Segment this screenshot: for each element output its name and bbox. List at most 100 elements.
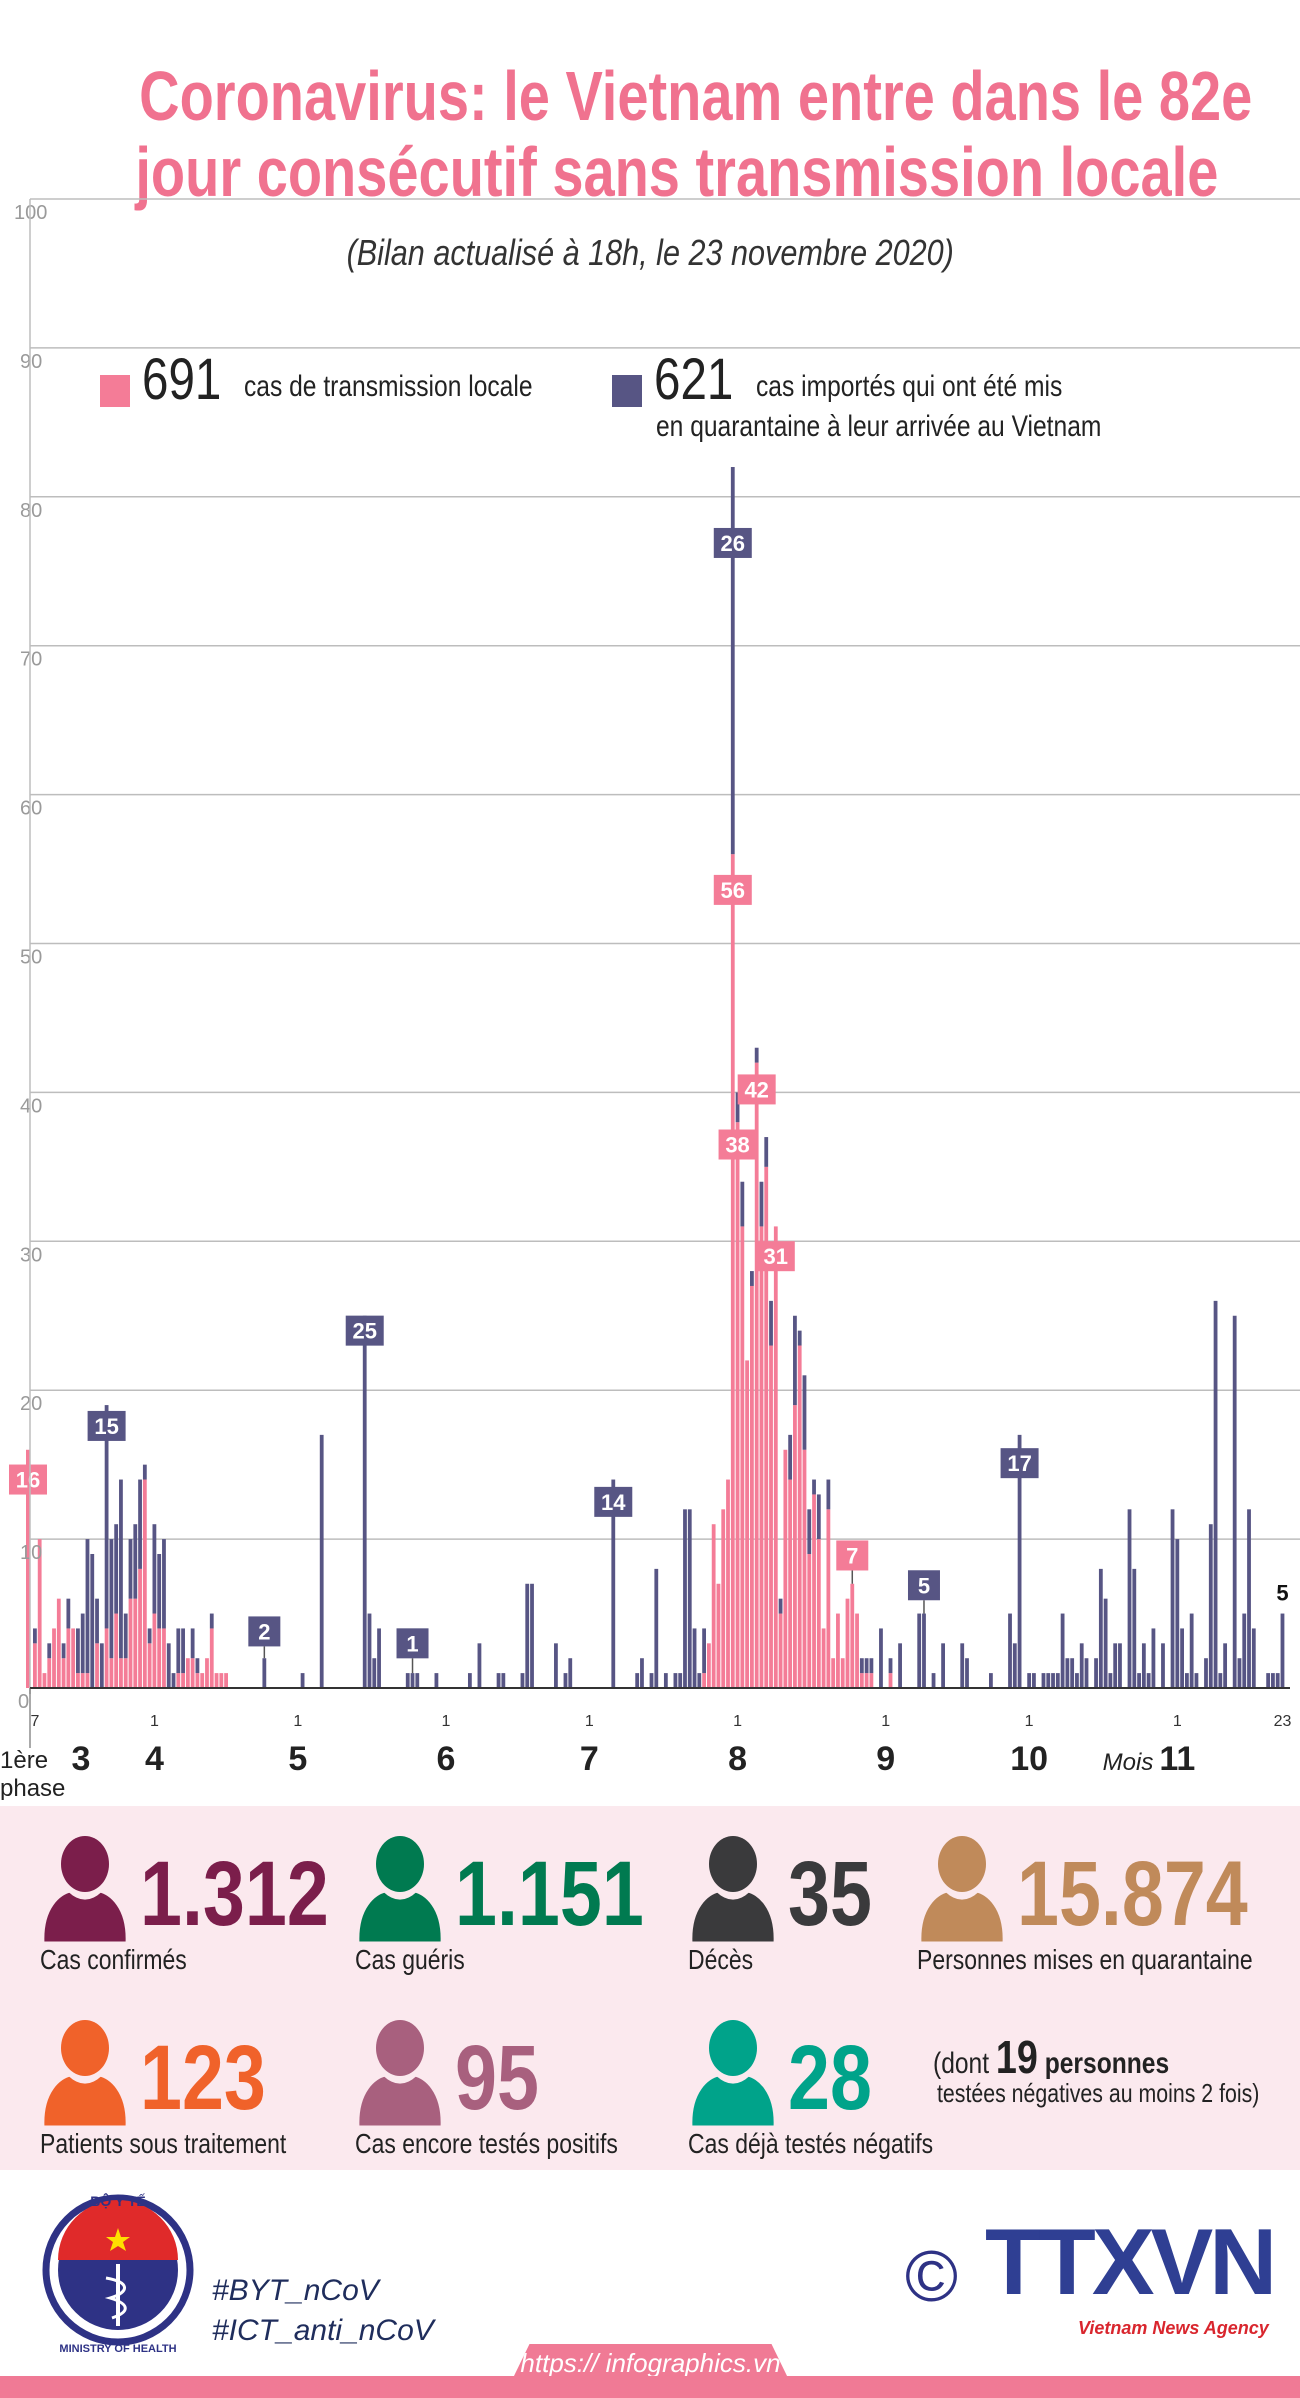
stat-label: Cas guéris — [355, 1944, 465, 1975]
bar-imported — [1113, 1643, 1118, 1688]
bar-local — [735, 1122, 740, 1688]
bar-local — [826, 1509, 831, 1688]
title-line-2: jour consécutif sans transmission locale — [135, 133, 1219, 211]
legend-imported-count: 621 — [654, 347, 734, 412]
bar-imported — [663, 1673, 668, 1688]
bar-imported — [793, 1315, 797, 1406]
bar-imported — [525, 1583, 530, 1688]
stat-value: 28 — [788, 2027, 872, 2129]
bar-imported — [1170, 1509, 1175, 1688]
bar-local — [706, 1643, 711, 1688]
bar-local — [61, 1658, 66, 1688]
bar-local — [869, 1673, 874, 1688]
bar-imported — [735, 1092, 740, 1123]
bar-local — [123, 1658, 128, 1688]
bar-imported — [372, 1658, 377, 1688]
bar-imported — [1065, 1658, 1070, 1688]
stat-value: 1.312 — [140, 1843, 329, 1945]
bar-imported — [377, 1628, 381, 1688]
bar-imported — [138, 1479, 142, 1569]
bar-imported — [807, 1509, 812, 1554]
bar-imported — [1247, 1509, 1251, 1688]
bar-imported — [764, 1137, 769, 1167]
month-label: 8 — [728, 1740, 747, 1778]
bar-imported — [673, 1673, 678, 1688]
bar-imported — [190, 1628, 195, 1659]
bar-local — [142, 1479, 147, 1688]
bar-local — [52, 1628, 56, 1688]
bar-imported — [66, 1598, 71, 1629]
bar-imported — [788, 1434, 793, 1480]
bar-imported — [119, 1479, 123, 1659]
bar-imported — [195, 1658, 200, 1674]
data-label-box — [756, 1241, 795, 1272]
bar-imported — [209, 1613, 214, 1629]
ttxvn-logo: TTXVN — [985, 2209, 1277, 2314]
legend-imported-swatch — [612, 375, 642, 407]
bar-imported — [300, 1673, 305, 1688]
hashtag-ict[interactable]: #ICT_anti_nCoV — [212, 2314, 434, 2347]
bar-local — [219, 1673, 224, 1688]
bar-imported — [802, 1375, 807, 1450]
month-prefix: Mois — [1103, 1749, 1154, 1776]
data-label: 1 — [406, 1631, 418, 1656]
bar-imported — [816, 1494, 821, 1540]
bar-imported — [61, 1643, 66, 1659]
ministry-of-health-logo: BỘ Y TẾ MINISTRY OF HEALTH — [42, 2192, 194, 2355]
website-link[interactable]: https:// infographics.vn — [513, 2344, 788, 2378]
bar-local — [850, 1583, 855, 1688]
bar-local — [176, 1673, 181, 1688]
bar-imported — [501, 1673, 506, 1688]
bar-imported — [166, 1643, 171, 1688]
bar-imported — [530, 1583, 534, 1688]
bar-imported — [410, 1673, 415, 1688]
stat-label: Personnes mises en quarantaine — [917, 1944, 1253, 1975]
bar-imported — [778, 1598, 783, 1614]
legend-local-text: cas de transmission locale — [244, 370, 533, 403]
person-icon — [917, 1836, 1007, 1944]
bar-local — [80, 1673, 85, 1688]
bar-local — [56, 1598, 61, 1688]
person-icon — [355, 1836, 445, 1944]
data-label: 15 — [94, 1414, 118, 1439]
x-tick-label: 1 — [733, 1713, 742, 1730]
x-tick-label: 1 — [881, 1713, 890, 1730]
bar-imported — [635, 1673, 640, 1688]
hashtag-byt[interactable]: #BYT_nCoV — [212, 2274, 379, 2307]
bar-imported — [319, 1434, 324, 1688]
bar-imported — [759, 1181, 764, 1227]
copyright-icon: © — [905, 2237, 959, 2317]
data-label: 2 — [258, 1619, 270, 1644]
bar-imported — [1041, 1673, 1046, 1688]
bar-imported — [769, 1300, 773, 1346]
data-label-box — [907, 1570, 940, 1601]
data-label: 14 — [601, 1490, 626, 1515]
bar-imported — [1151, 1628, 1156, 1688]
bar-imported — [898, 1643, 902, 1688]
ministry-logo-text-top: BỘ Y TẾ — [90, 2192, 146, 2209]
bar-imported — [496, 1673, 501, 1688]
bar-imported — [104, 1405, 109, 1629]
y-tick-label: 40 — [20, 1095, 42, 1117]
bar-imported — [826, 1479, 831, 1510]
person-icon — [40, 1836, 130, 1944]
bar-local — [783, 1449, 788, 1688]
legend-imported-text-1: cas importés qui ont été mis — [756, 370, 1063, 403]
bar-imported — [1242, 1613, 1247, 1688]
bar-imported — [405, 1673, 410, 1688]
bar-imported — [1189, 1613, 1194, 1688]
stat-value: 15.874 — [1017, 1843, 1248, 1945]
bar-imported — [740, 1181, 745, 1227]
bar-imported — [133, 1524, 138, 1599]
bar-imported — [1118, 1643, 1122, 1688]
bar-local — [745, 1360, 750, 1688]
data-label-first-phase: 16 — [16, 1468, 40, 1493]
bar-imported — [1079, 1643, 1084, 1688]
bar-local — [855, 1613, 859, 1688]
data-label: 42 — [744, 1077, 768, 1102]
bar-imported — [1237, 1658, 1242, 1688]
month-label: 4 — [145, 1740, 164, 1778]
bar-imported — [554, 1643, 558, 1688]
first-phase-label-2: phase — [0, 1775, 65, 1800]
bar-imported — [520, 1673, 525, 1688]
